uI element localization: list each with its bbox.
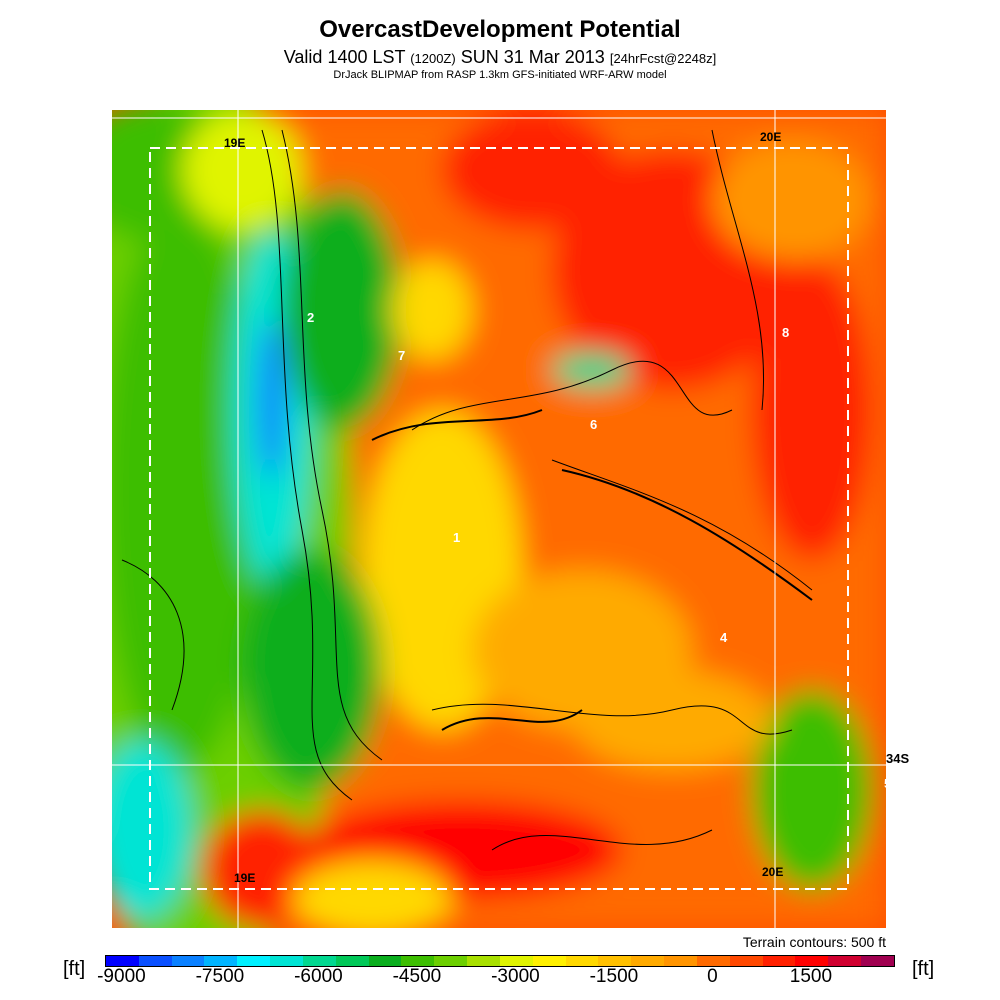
grid-label: 20E xyxy=(762,865,784,879)
color-swatch xyxy=(499,956,533,966)
scale-tick-label: -4500 xyxy=(392,966,442,987)
color-swatch xyxy=(467,956,500,966)
date: SUN 31 Mar 2013 xyxy=(460,47,605,67)
region-label: 8 xyxy=(782,325,790,340)
scale-tick-label: -9000 xyxy=(97,966,146,987)
color-swatch xyxy=(106,956,139,966)
color-swatch xyxy=(270,956,303,966)
scale-tick-label: -1500 xyxy=(589,966,639,987)
color-swatch xyxy=(204,956,238,966)
valid-time: Valid 1400 LST (1200Z) SUN 31 Mar 2013 [… xyxy=(0,47,1000,68)
color-scale-bar xyxy=(105,955,895,967)
color-swatch xyxy=(434,956,468,966)
region-label: 1 xyxy=(453,530,461,545)
grid-label: 34S xyxy=(886,751,910,766)
map-title: OvercastDevelopment Potential xyxy=(319,16,681,43)
region-label: 4 xyxy=(720,630,728,645)
color-swatch xyxy=(302,956,336,966)
color-swatch xyxy=(696,956,730,966)
forecast-info: [24hrFcst@2248z] xyxy=(609,51,717,66)
scale-tick-label: 0 xyxy=(707,966,718,987)
grid-label: 20E xyxy=(760,130,782,144)
color-swatch xyxy=(828,956,862,966)
color-swatch xyxy=(237,956,271,966)
color-swatch xyxy=(795,956,829,966)
color-swatch xyxy=(565,956,599,966)
utc-time: (1200Z) xyxy=(410,51,456,66)
scale-tick-label: -6000 xyxy=(294,966,343,987)
unit-label-right: [ft] xyxy=(912,958,935,980)
color-swatch xyxy=(664,956,697,966)
color-swatch xyxy=(368,956,402,966)
source-text: DrJack BLIPMAP from RASP 1.3km GFS-initi… xyxy=(333,69,667,81)
region-label: 5 xyxy=(884,776,892,791)
color-swatch xyxy=(401,956,435,966)
color-swatch xyxy=(138,956,172,966)
forecast-map: 19E 20E 19E 20E 2 7 6 8 1 4 xyxy=(112,110,886,928)
map-field xyxy=(112,110,886,928)
color-swatch xyxy=(861,956,894,966)
region-label: 2 xyxy=(307,310,315,325)
color-swatch xyxy=(762,956,796,966)
grid-label: 19E xyxy=(234,871,256,885)
region-label: 7 xyxy=(398,348,406,363)
scale-tick-label: 1500 xyxy=(789,966,833,987)
terrain-contour-note: Terrain contours: 500 ft xyxy=(742,934,886,950)
color-swatch xyxy=(171,956,205,966)
color-swatch xyxy=(729,956,763,966)
color-swatch xyxy=(631,956,665,966)
scale-tick-label: -7500 xyxy=(195,966,245,987)
region-label: 6 xyxy=(590,417,598,432)
valid-label: Valid 1400 LST xyxy=(283,47,406,67)
scale-tick-label: -3000 xyxy=(491,966,540,987)
color-swatch xyxy=(598,956,632,966)
color-swatch xyxy=(335,956,369,966)
grid-label: 19E xyxy=(224,136,246,150)
color-swatch xyxy=(532,956,566,966)
unit-label-left: [ft] xyxy=(63,958,86,980)
